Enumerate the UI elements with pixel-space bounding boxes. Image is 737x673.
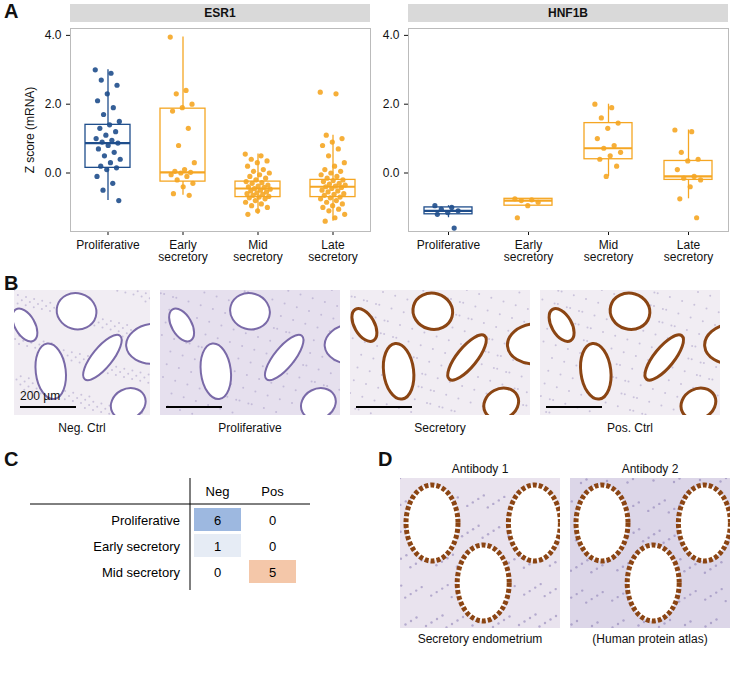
html-text:Secretory: Secretory	[414, 421, 466, 435]
html-text:D: D	[378, 448, 393, 470]
html-text:Neg. Ctrl: Neg. Ctrl	[58, 421, 106, 435]
html-text:A: A	[4, 0, 19, 22]
html-text:Antibody 1: Antibody 1	[451, 462, 509, 476]
html-text:Pos. Ctrl: Pos. Ctrl	[607, 421, 653, 435]
svg-text:4.0: 4.0	[45, 28, 62, 42]
svg-text:Neg: Neg	[206, 484, 230, 499]
html-text:C: C	[4, 448, 19, 470]
svg-text:Proliferative: Proliferative	[111, 513, 180, 528]
html-text:B: B	[4, 272, 19, 294]
svg-text:Midsecretory: Midsecretory	[584, 238, 633, 264]
svg-text:2.0: 2.0	[45, 97, 62, 111]
html-text:(Human protein atlas): (Human protein atlas)	[592, 632, 708, 646]
svg-text:0.0: 0.0	[383, 166, 400, 180]
svg-text:0: 0	[214, 565, 221, 580]
html-text:HNF1B: HNF1B	[548, 6, 588, 20]
svg-text:Latesecretory: Latesecretory	[308, 238, 357, 264]
html-text:Antibody 2: Antibody 2	[621, 462, 679, 476]
html-text:Secretory endometrium: Secretory endometrium	[417, 632, 543, 646]
html-text:200 µm: 200 µm	[20, 389, 61, 403]
svg-text:Mid secretory: Mid secretory	[102, 565, 181, 580]
svg-text:0.0: 0.0	[45, 166, 62, 180]
svg-text:4.0: 4.0	[383, 28, 400, 42]
svg-text:Proliferative: Proliferative	[417, 238, 481, 252]
svg-text:Midsecretory: Midsecretory	[233, 238, 282, 264]
svg-text:Proliferative: Proliferative	[76, 238, 140, 252]
svg-text:Earlysecretory: Earlysecretory	[158, 238, 207, 264]
svg-text:2.0: 2.0	[383, 97, 400, 111]
svg-text:Latesecretory: Latesecretory	[664, 238, 713, 264]
svg-text:0: 0	[269, 539, 276, 554]
svg-text:Early secretory: Early secretory	[93, 539, 180, 554]
svg-text:6: 6	[214, 513, 221, 528]
svg-text:5: 5	[269, 565, 276, 580]
html-text:Proliferative: Proliferative	[218, 421, 282, 435]
svg-text:0: 0	[269, 513, 276, 528]
html-text:ESR1: ESR1	[204, 6, 236, 20]
svg-text:Earlysecretory: Earlysecretory	[504, 238, 553, 264]
svg-text:1: 1	[214, 539, 221, 554]
svg-text:Pos: Pos	[261, 484, 284, 499]
svg-text:Z score (mRNA): Z score (mRNA)	[23, 87, 37, 174]
